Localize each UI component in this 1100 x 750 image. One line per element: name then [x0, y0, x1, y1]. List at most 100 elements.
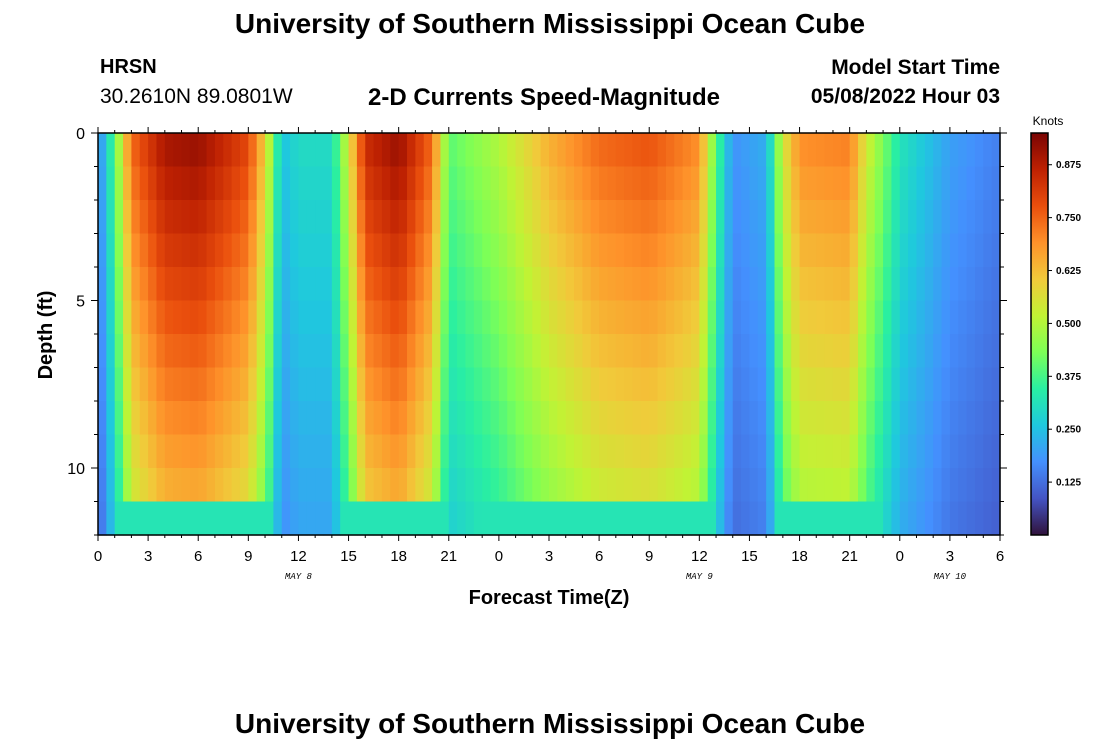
- heatmap-cell: [298, 468, 308, 503]
- heatmap-cell: [198, 334, 208, 369]
- heatmap-cell: [490, 233, 500, 268]
- heatmap-cell: [440, 233, 450, 268]
- heatmap-cell: [532, 468, 542, 503]
- heatmap-cell: [206, 300, 216, 335]
- heatmap-cell: [699, 501, 709, 536]
- heatmap-cell: [599, 133, 609, 168]
- heatmap-cell: [799, 200, 809, 235]
- colorbar: 0.125 0.250 0.375 0.500 0.625 0.750 0.875: [1030, 132, 1081, 536]
- heatmap-cell: [866, 166, 876, 201]
- heatmap-cell: [816, 501, 826, 536]
- heatmap-cell: [265, 166, 274, 201]
- heatmap-cell: [148, 334, 158, 369]
- heatmap-cell: [640, 501, 650, 536]
- heatmap-cell: [799, 233, 809, 268]
- heatmap-cell: [256, 233, 266, 268]
- heatmap-cell: [791, 200, 801, 235]
- heatmap-cell: [231, 300, 241, 335]
- page-title: University of Southern Mississippi Ocean…: [234, 8, 866, 39]
- heatmap-cell: [373, 501, 383, 536]
- heatmap-cell: [791, 401, 801, 436]
- heatmap-cell: [582, 468, 592, 503]
- heatmap-cell: [707, 300, 717, 335]
- heatmap-cell: [306, 468, 316, 503]
- heatmap-cell: [574, 434, 584, 469]
- heatmap-cell: [607, 401, 617, 436]
- heatmap-cell: [482, 401, 492, 436]
- heatmap-cell: [423, 233, 433, 268]
- heatmap-cell: [298, 200, 308, 235]
- heatmap-cell: [348, 401, 358, 436]
- heatmap-cell: [933, 401, 943, 436]
- heatmap-cell: [340, 401, 350, 436]
- heatmap-cell: [206, 468, 216, 503]
- heatmap-cell: [807, 300, 817, 335]
- heatmap-cell: [716, 434, 725, 469]
- heatmap-cell: [273, 200, 283, 235]
- heatmap-cell: [757, 334, 767, 369]
- heatmap-cell: [958, 468, 968, 503]
- heatmap-cell: [373, 166, 383, 201]
- heatmap-cell: [239, 267, 249, 302]
- heatmap-cell: [198, 468, 208, 503]
- heatmap-cell: [290, 166, 300, 201]
- heatmap-cell: [849, 233, 859, 268]
- x-axis: 0 3 6 9 12 15 18 21 0 3 6 9 12 15 18 21 0 3 6 MAY 8 MAY 9 MAY…: [94, 127, 1004, 582]
- heatmap-cell: [949, 501, 959, 536]
- heatmap-cell: [407, 434, 416, 469]
- heatmap-cell: [139, 334, 149, 369]
- heatmap-cell: [741, 267, 751, 302]
- x-tick-label: 21: [440, 548, 457, 565]
- heatmap-cell: [757, 200, 767, 235]
- heatmap-cell: [173, 133, 183, 168]
- colorbar-tick-label: 0.375: [1056, 372, 1081, 383]
- heatmap-cell: [624, 501, 634, 536]
- heatmap-cell: [532, 434, 542, 469]
- heatmap-cell: [198, 300, 208, 335]
- heatmap-cell: [966, 200, 976, 235]
- heatmap-cell: [173, 367, 183, 402]
- heatmap-cell: [757, 501, 767, 536]
- heatmap-cell: [716, 468, 725, 503]
- heatmap-cell: [757, 300, 767, 335]
- heatmap-cell: [131, 501, 141, 536]
- heatmap-cell: [415, 200, 425, 235]
- heatmap-cell: [323, 468, 333, 503]
- heatmap-cell: [933, 166, 943, 201]
- heatmap-cell: [716, 233, 725, 268]
- heatmap-cell: [540, 267, 550, 302]
- heatmap-cell: [490, 401, 500, 436]
- heatmap-cell: [407, 200, 416, 235]
- heatmap-cell: [198, 434, 208, 469]
- heatmap-cell: [331, 334, 341, 369]
- heatmap-cell: [649, 501, 659, 536]
- heatmap-cell: [590, 233, 600, 268]
- heatmap-cell: [682, 133, 692, 168]
- heatmap-cell: [440, 367, 450, 402]
- heatmap-cell: [214, 468, 224, 503]
- heatmap-cell: [448, 468, 458, 503]
- heatmap-cell: [757, 233, 767, 268]
- heatmap-cell: [473, 233, 483, 268]
- heatmap-cell: [423, 200, 433, 235]
- heatmap-cell: [966, 468, 976, 503]
- heatmap-cell: [315, 267, 325, 302]
- heatmap-cell: [782, 166, 792, 201]
- heatmap-cell: [858, 300, 867, 335]
- heatmap-cell: [799, 468, 809, 503]
- heatmap-cell: [381, 434, 391, 469]
- heatmap-cell: [716, 401, 725, 436]
- heatmap-cell: [649, 300, 659, 335]
- heatmap-cell: [256, 501, 266, 536]
- heatmap-cell: [407, 468, 416, 503]
- heatmap-cell: [348, 434, 358, 469]
- heatmap-cell: [114, 401, 124, 436]
- heatmap-cell: [373, 434, 383, 469]
- heatmap-cell: [799, 434, 809, 469]
- heatmap-cell: [549, 434, 558, 469]
- heatmap-cell: [290, 133, 300, 168]
- heatmap-cell: [365, 300, 375, 335]
- heatmap-cell: [749, 468, 759, 503]
- heatmap-cell: [457, 501, 467, 536]
- heatmap-cell: [498, 501, 508, 536]
